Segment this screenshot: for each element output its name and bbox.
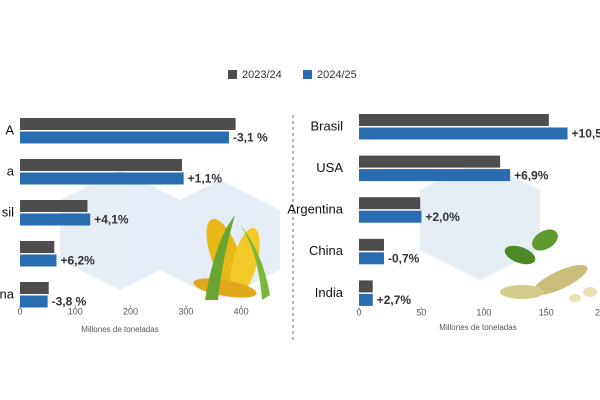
legend-label: 2023/24 (242, 69, 282, 81)
bar (359, 127, 568, 140)
x-tick-label: 0 (356, 307, 361, 317)
category-label: sil (2, 204, 14, 219)
bar (359, 114, 549, 126)
x-tick-label: 100 (68, 306, 83, 316)
x-tick-label: 300 (178, 306, 193, 316)
legend-swatch (303, 70, 312, 79)
bar (359, 252, 384, 265)
change-label: +4,1% (94, 213, 129, 227)
x-tick-label: 200 (123, 306, 138, 316)
category-label: ntina (0, 286, 15, 301)
category-label: Argentina (287, 202, 343, 217)
bar (20, 118, 236, 130)
bar (20, 254, 57, 267)
bar (359, 210, 422, 223)
x-tick-label: 100 (476, 307, 491, 317)
category-label: USA (316, 160, 343, 175)
change-label: +6,2% (60, 254, 95, 268)
legend-label: 2024/25 (317, 69, 357, 81)
category-label: China (309, 243, 344, 258)
change-label: -0,7% (388, 251, 420, 265)
change-label: +1,1% (188, 172, 223, 186)
bar (20, 213, 91, 226)
change-label: -3,1 % (233, 131, 268, 145)
x-tick-label: 400 (234, 306, 249, 316)
category-label: Brasil (310, 118, 343, 133)
change-label: +6,9% (514, 168, 549, 182)
bar (359, 155, 501, 168)
corn-illustration (193, 215, 270, 300)
x-axis-label: Millones de toneladas (81, 325, 158, 334)
category-label: India (315, 285, 344, 300)
bar (359, 169, 511, 182)
x-tick-label: 2 (595, 307, 600, 317)
category-label: A (5, 122, 14, 137)
change-label: +2,7% (377, 293, 412, 307)
bar (20, 131, 229, 144)
bar (20, 159, 182, 171)
bar (359, 293, 373, 306)
bar (20, 295, 48, 308)
legend-swatch (228, 70, 237, 79)
x-tick-label: 50 (416, 307, 426, 317)
x-tick-label: 0 (17, 306, 22, 316)
bar (359, 197, 421, 210)
x-tick-label: 150 (539, 307, 554, 317)
bar (20, 200, 88, 212)
change-label: -3,8 % (52, 295, 87, 309)
x-axis-label: Millones de toneladas (439, 323, 516, 332)
bar (20, 172, 184, 185)
bar (359, 238, 384, 251)
change-label: +2,0% (425, 210, 460, 224)
category-label: a (7, 163, 15, 178)
bar (359, 280, 373, 293)
bar (20, 241, 55, 253)
change-label: +10,5 (572, 127, 600, 141)
bar (20, 282, 49, 294)
soy-illustration (500, 229, 597, 302)
